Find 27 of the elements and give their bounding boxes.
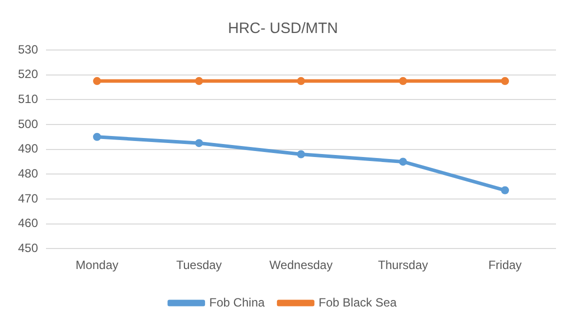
point [195,139,204,148]
y-tick-label: 480 [18,166,38,180]
x-tick-label: Monday [76,258,118,272]
y-tick-label: 470 [18,191,38,206]
y-tick-label: 520 [18,67,38,82]
y-tick-label: 530 [18,42,38,56]
point [399,77,408,86]
point [501,77,509,86]
x-tick-label: Thursday [378,258,428,272]
y-tick-label: 500 [18,116,38,131]
y-tick-label: 510 [18,92,38,106]
y-tick-label: 460 [18,216,38,230]
point [195,77,204,86]
x-tick-label: Friday [488,258,522,272]
point [399,158,408,166]
chart-title: HRC- USD/MTN [228,20,338,38]
point [297,150,306,158]
x-tick-label: Tuesday [176,258,222,272]
point [93,77,102,86]
legend-label: Fob Black Sea [318,295,398,310]
y-tick-label: 450 [18,240,38,255]
point [501,186,509,194]
point [93,132,102,141]
y-tick-label: 490 [18,142,38,156]
point [297,77,306,86]
legend-label: Fob China [209,295,265,310]
x-tick-label: Wednesday [269,258,333,272]
